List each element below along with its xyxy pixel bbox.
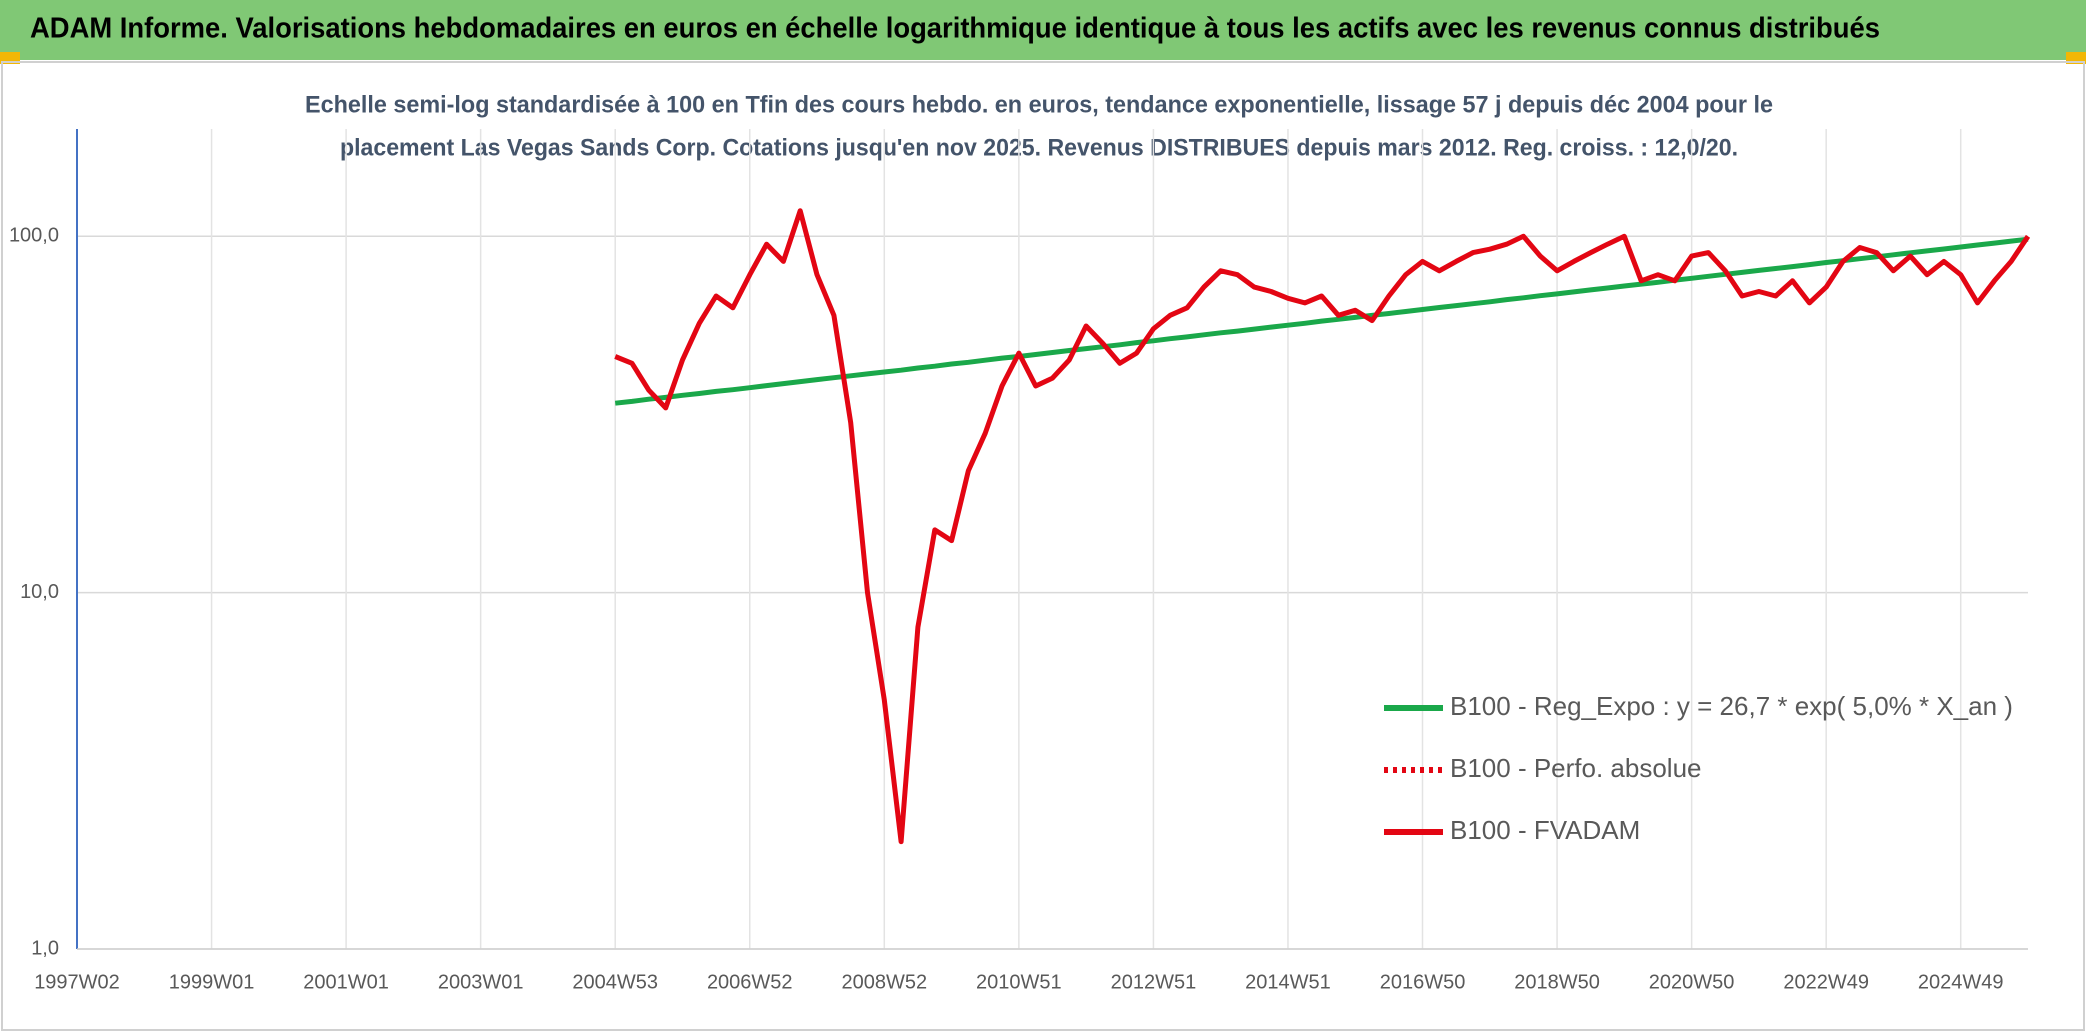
legend-label: B100 - Reg_Expo : y = 26,7 * exp( 5,0% *… [1450, 691, 2013, 721]
legend-label: B100 - Perfo. absolue [1450, 753, 1702, 783]
chart-subtitle: Echelle semi-log standardisée à 100 en T… [305, 91, 1773, 118]
x-tick-label: 1997W02 [34, 971, 120, 993]
x-tick-label: 2006W52 [707, 971, 793, 993]
series-line [614, 208, 2031, 845]
x-tick-label: 2001W01 [303, 971, 389, 993]
x-tick-label: 2012W51 [1111, 971, 1197, 993]
x-tick-label: 2018W50 [1514, 971, 1600, 993]
x-tick-label: 1999W01 [169, 971, 255, 993]
x-tick-label: 2008W52 [841, 971, 927, 993]
y-tick-label: 100,0 [9, 225, 59, 247]
title-bar [0, 0, 2086, 60]
y-tick-label: 1,0 [31, 937, 59, 959]
x-tick-label: 2016W50 [1380, 971, 1466, 993]
legend-label: B100 - FVADAM [1450, 815, 1640, 845]
frame [1, 61, 2085, 1031]
x-tick-label: 2024W49 [1918, 971, 2004, 993]
chart-subtitle: placement Las Vegas Sands Corp. Cotation… [340, 134, 1738, 161]
x-tick-label: 2014W51 [1245, 971, 1331, 993]
chart-title: ADAM Informe. Valorisations hebdomadaire… [30, 13, 1880, 45]
x-tick-label: 2003W01 [438, 971, 524, 993]
x-tick-label: 2004W53 [572, 971, 658, 993]
y-tick-label: 10,0 [20, 581, 59, 603]
series-line [614, 236, 2029, 406]
x-tick-label: 2010W51 [976, 971, 1062, 993]
x-tick-label: 2022W49 [1783, 971, 1869, 993]
x-tick-label: 2020W50 [1649, 971, 1735, 993]
